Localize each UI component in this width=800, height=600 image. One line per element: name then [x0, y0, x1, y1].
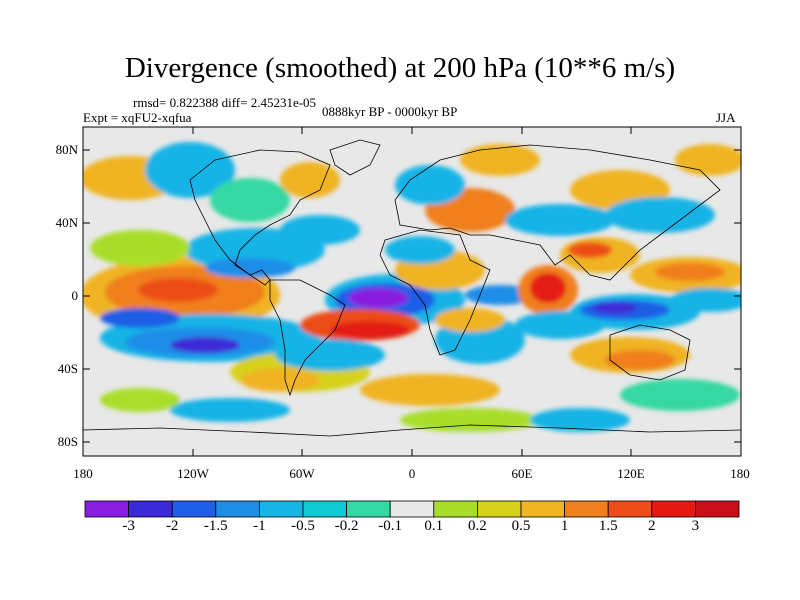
season-label: JJA	[716, 110, 736, 125]
colorbar-box-12	[564, 500, 609, 518]
colorbar-box-13	[607, 500, 653, 518]
colorbar-box-15	[695, 500, 740, 518]
lon-label-60w: 60W	[289, 466, 315, 481]
lat-label-40s: 40S	[57, 361, 78, 376]
colorbar-label: -0.1	[378, 518, 403, 534]
rmsd-diff-stats: rmsd= 0.822388 diff= 2.45231e-05	[133, 95, 317, 110]
lat-label-80n: 80N	[55, 142, 78, 157]
colorbar-label: 1.5	[598, 518, 618, 534]
colorbar-box-8	[389, 500, 435, 518]
divergence-field	[83, 142, 741, 432]
colorbar-box-2	[128, 500, 173, 518]
lat-label-40n: 40N	[55, 215, 78, 230]
colorbar-label: 3	[691, 518, 700, 534]
lon-label-0: 0	[408, 466, 416, 481]
lat-label-80s: 80S	[57, 434, 78, 449]
colorbar-box-10	[476, 500, 522, 518]
colorbar-label: 2	[648, 518, 656, 534]
lon-label-120w: 120W	[177, 466, 209, 481]
colorbar-label: -3	[122, 518, 135, 534]
lon-label-60e: 60E	[511, 466, 533, 481]
colorbar-label: 0.1	[424, 518, 444, 534]
axis-ticks	[83, 127, 741, 456]
colorbar-label: -1.5	[203, 518, 228, 534]
colorbar-label: -2	[165, 518, 179, 534]
map-title: Divergence (smoothed) at 200 hPa (10**6 …	[124, 52, 676, 84]
colorbar-label: -1	[253, 518, 266, 534]
period-label: 0888kyr BP - 0000kyr BP	[322, 104, 458, 119]
colorbar-box-4	[215, 500, 260, 518]
colorbar-label: 0.5	[511, 518, 531, 534]
coastlines	[83, 139, 741, 437]
colorbar-label: -0.2	[334, 518, 359, 534]
south-america-outline	[269, 279, 346, 397]
colorbar-box-5	[258, 500, 304, 518]
colorbar-box-1	[84, 500, 129, 518]
colorbar	[84, 500, 740, 518]
lat-label-0: 0	[71, 288, 79, 303]
colorbar-label: -0.5	[291, 518, 315, 534]
colorbar-box-9	[433, 500, 478, 518]
colorbar-box-11	[520, 500, 565, 518]
eurasia-outline	[394, 144, 721, 281]
africa-outline	[379, 229, 491, 356]
lon-label-180e: 180	[730, 466, 750, 481]
antarctica-outline	[83, 424, 741, 437]
north-america-outline	[189, 149, 331, 286]
colorbar-box-6	[302, 500, 347, 518]
colorbar-box-7	[346, 500, 391, 518]
colorbar-box-3	[171, 500, 217, 518]
colorbar-label: 1	[560, 518, 569, 534]
colorbar-box-14	[651, 500, 696, 518]
lon-label-120e: 120E	[617, 466, 645, 481]
greenland-outline	[329, 139, 381, 176]
experiment-label: Expt = xqFU2-xqfua	[83, 110, 192, 125]
colorbar-label: 0.2	[468, 518, 487, 534]
australia-outline	[609, 324, 691, 381]
lon-label-180w: 180	[73, 466, 93, 481]
